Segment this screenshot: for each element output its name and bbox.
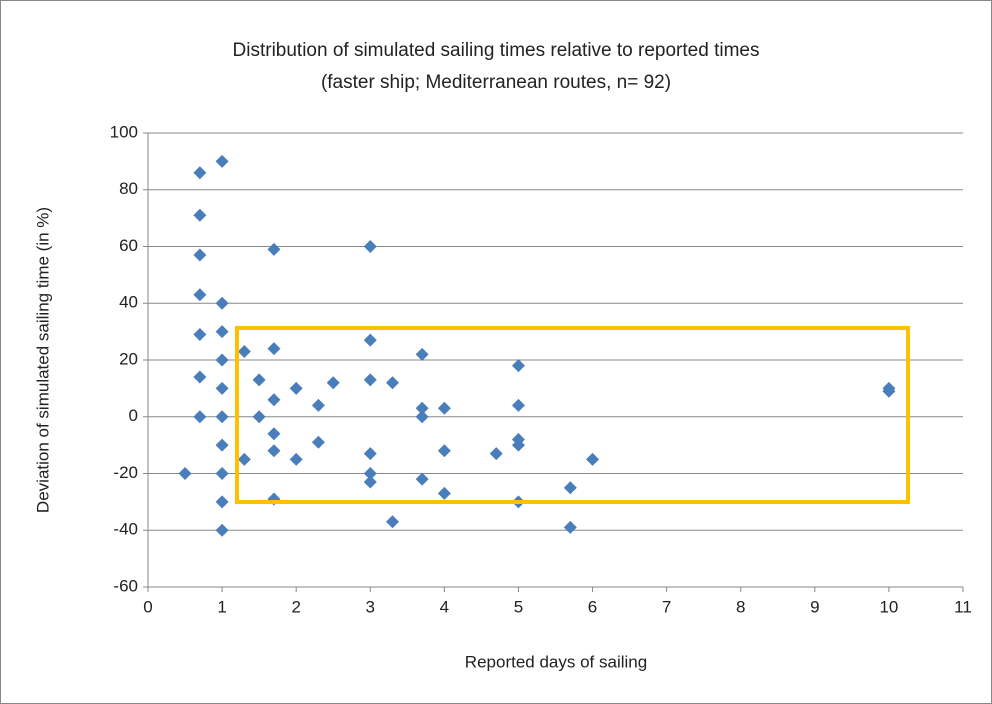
x-tick-label: 5 <box>514 597 523 616</box>
point <box>193 370 207 384</box>
point <box>415 347 429 361</box>
y-tick-label: 20 <box>119 349 138 368</box>
point <box>252 410 266 424</box>
point <box>363 333 377 347</box>
point <box>252 373 266 387</box>
x-tick-label: 11 <box>954 597 972 616</box>
point <box>363 447 377 461</box>
y-tick-label: -40 <box>113 520 138 539</box>
point <box>215 325 229 339</box>
point <box>586 452 600 466</box>
plot-area: -60 -40 -20 0 20 40 60 80 100 0 1 2 3 4 5 6 7 8 9 10 11 <box>110 122 972 616</box>
point <box>489 447 503 461</box>
point <box>882 384 896 398</box>
point <box>563 520 577 534</box>
x-tick-label: 10 <box>879 597 898 616</box>
point <box>386 515 399 529</box>
chart-title: Distribution of simulated sailing times … <box>233 40 760 61</box>
point <box>511 359 525 373</box>
y-tick-label: 0 <box>129 406 138 425</box>
point <box>215 154 229 168</box>
point <box>415 472 429 486</box>
x-tick-label: 1 <box>217 597 226 616</box>
point <box>437 401 451 415</box>
point <box>193 288 207 302</box>
point <box>289 452 303 466</box>
point <box>363 475 377 489</box>
point <box>267 444 281 458</box>
point <box>178 467 192 480</box>
point <box>511 438 525 452</box>
x-tick-label: 6 <box>588 597 597 616</box>
y-tick-label: 60 <box>119 236 138 255</box>
x-tick-label: 9 <box>810 597 819 616</box>
point <box>437 444 451 458</box>
y-axis-label: Deviation of simulated sailing time (in … <box>33 207 52 513</box>
point <box>415 401 429 415</box>
x-tick-label: 0 <box>143 597 152 616</box>
point <box>237 344 251 358</box>
point <box>511 398 525 412</box>
point <box>267 393 281 407</box>
x-tick-label: 2 <box>291 597 300 616</box>
point <box>563 481 577 495</box>
y-tick-label: 80 <box>119 179 138 198</box>
point <box>363 240 377 253</box>
point <box>215 438 229 452</box>
point <box>363 467 377 480</box>
point <box>437 486 451 500</box>
chart-subtitle: (faster ship; Mediterranean routes, n= 9… <box>321 72 671 93</box>
x-tick-label: 3 <box>366 597 375 616</box>
point <box>215 467 229 480</box>
point <box>267 342 281 356</box>
y-tick-label: 100 <box>110 122 138 141</box>
point <box>363 373 377 387</box>
point <box>193 410 207 424</box>
point <box>311 435 325 449</box>
point <box>215 523 229 537</box>
point <box>215 353 229 367</box>
point <box>326 376 340 390</box>
point <box>215 381 229 395</box>
point <box>193 166 207 180</box>
point <box>267 427 281 441</box>
point <box>215 495 229 509</box>
point <box>237 452 251 466</box>
point <box>289 381 303 395</box>
x-tick-label: 4 <box>440 597 449 616</box>
point <box>193 248 207 262</box>
point <box>267 242 281 256</box>
point <box>215 296 229 310</box>
x-axis-label: Reported days of sailing <box>465 652 647 671</box>
point <box>215 410 229 424</box>
point <box>193 208 207 222</box>
x-tick-label: 7 <box>662 597 671 616</box>
point <box>415 410 429 424</box>
x-tick-label: 8 <box>736 597 745 616</box>
point <box>193 327 207 341</box>
y-tick-label: -60 <box>113 576 138 595</box>
point <box>311 398 325 412</box>
y-tick-label: 40 <box>119 293 138 312</box>
y-tick-label: -20 <box>113 463 138 482</box>
highlight-box <box>235 326 910 504</box>
point <box>386 376 399 390</box>
